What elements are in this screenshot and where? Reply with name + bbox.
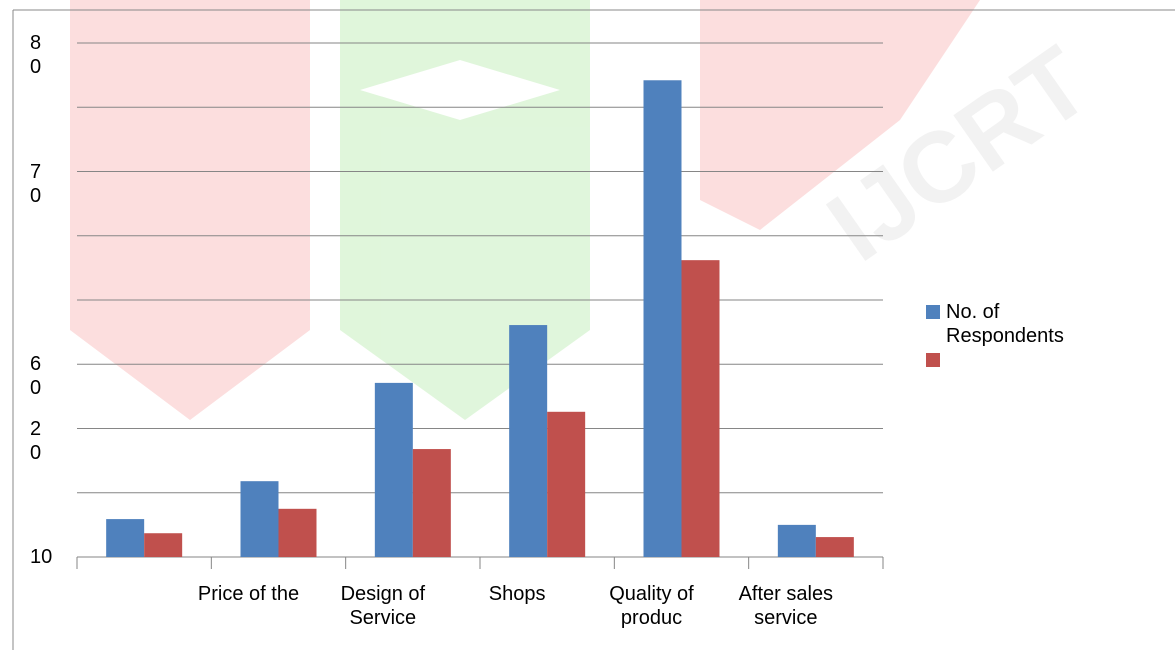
y-tick-label: 6 0: [30, 353, 42, 400]
bar: [509, 325, 548, 557]
x-tick-label: Quality of produc: [609, 583, 694, 629]
bar: [815, 537, 854, 557]
bar: [374, 382, 413, 557]
bar: [144, 533, 183, 557]
legend-swatch: [926, 353, 940, 367]
bar: [106, 519, 145, 557]
bar: [412, 449, 451, 557]
bar: [240, 481, 279, 557]
x-tick-label: Shops: [488, 583, 546, 605]
y-tick-label: 10: [30, 546, 53, 568]
x-tick-label: Price of the: [197, 583, 300, 605]
legend-swatch: [926, 305, 940, 319]
bar: [643, 80, 682, 557]
y-tick-label: 2 0: [30, 417, 42, 464]
legend-label: No. of Respondents: [946, 301, 1064, 347]
bar: [278, 508, 317, 557]
watermark: IJCRT: [70, 0, 1109, 420]
y-tick-label: 7 0: [30, 160, 42, 207]
bar: [777, 524, 816, 557]
y-tick-label: 8 0: [30, 32, 42, 78]
bar: [547, 411, 586, 557]
x-tick-label: Design of Service: [340, 583, 426, 629]
bar: [681, 260, 720, 557]
x-tick-label: After sales service: [738, 583, 834, 629]
